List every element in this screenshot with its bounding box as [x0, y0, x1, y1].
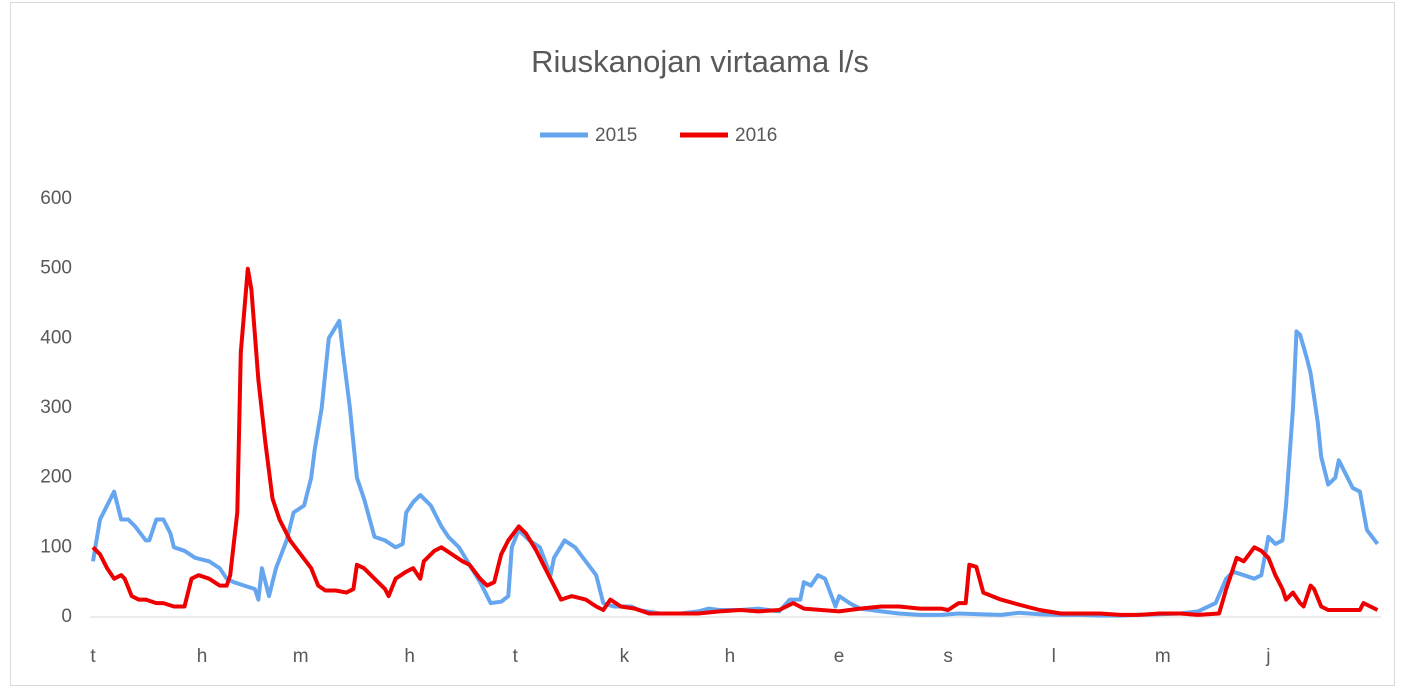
- x-tick-label: h: [404, 646, 415, 667]
- y-tick-label: 500: [40, 258, 72, 279]
- legend-label: 2016: [735, 125, 777, 146]
- x-tick-label: t: [513, 646, 519, 667]
- x-tick-label: k: [620, 646, 630, 667]
- y-tick-label: 300: [40, 397, 72, 418]
- y-tick-label: 100: [40, 536, 72, 557]
- x-tick-label: m: [293, 646, 309, 667]
- x-tick-label: s: [943, 646, 953, 667]
- chart-title: Riuskanojan virtaama l/s: [531, 44, 869, 79]
- y-tick-label: 200: [40, 467, 72, 488]
- x-tick-label: t: [90, 646, 96, 667]
- x-tick-label: l: [1052, 646, 1056, 667]
- x-tick-label: m: [1155, 646, 1171, 667]
- x-tick-label: h: [725, 646, 736, 667]
- x-tick-label: e: [834, 646, 845, 667]
- x-tick-label: j: [1265, 646, 1270, 667]
- x-tick-label: h: [197, 646, 208, 667]
- y-tick-label: 600: [40, 188, 72, 209]
- legend-label: 2015: [595, 125, 637, 146]
- y-tick-label: 400: [40, 327, 72, 348]
- series-line: [91, 266, 1379, 617]
- y-tick-label: 0: [61, 606, 72, 627]
- series-line: [91, 318, 1380, 618]
